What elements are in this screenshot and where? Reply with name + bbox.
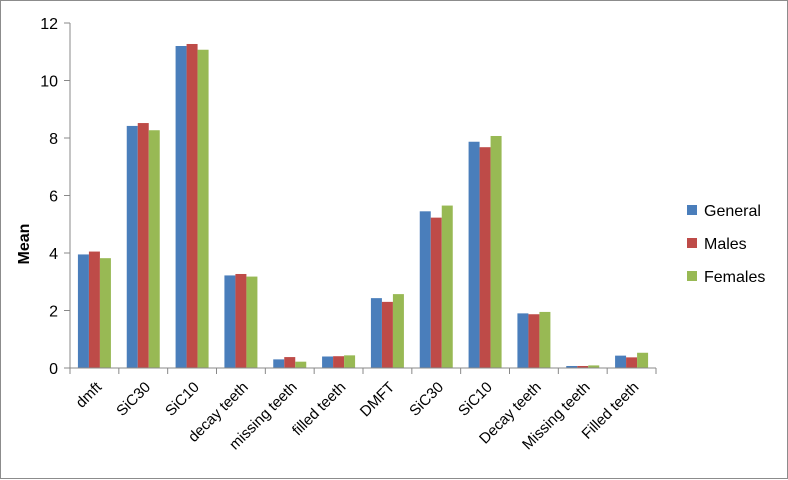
legend-label-general: General [704,203,761,220]
y-tick-label: 8 [49,131,58,148]
bar-males-3 [235,273,247,368]
bar-females-6 [392,294,404,368]
bar-males-10 [577,365,589,368]
y-tick-label: 12 [40,16,58,33]
bar-males-0 [88,251,100,368]
bar-females-7 [441,205,453,368]
bar-males-6 [381,301,393,368]
bar-females-2 [197,49,209,369]
bar-males-1 [137,123,149,368]
x-tick-label: SiC30 [406,379,447,420]
bar-general-3 [224,275,236,368]
legend: General Males Females [687,203,765,286]
bars [77,43,649,369]
bar-general-4 [273,359,285,368]
bar-females-0 [99,258,111,368]
x-tick-label: SiC30 [113,379,154,420]
y-tick-label: 10 [40,74,58,91]
y-tick-label: 6 [49,189,58,206]
bar-males-4 [284,357,296,368]
bar-general-5 [322,356,334,368]
x-tick-label: filled teeth [289,379,349,439]
bar-males-5 [333,356,345,368]
bar-general-0 [77,254,89,368]
y-tick-label: 4 [49,246,58,263]
bar-general-9 [517,313,529,368]
y-tick-label: 0 [49,361,58,378]
bar-females-1 [148,130,160,368]
bar-females-10 [588,365,600,368]
x-tick-label: dmft [73,378,106,411]
y-tick-label: 2 [49,304,58,321]
bar-females-11 [637,352,649,368]
bar-general-11 [615,355,627,368]
bar-females-4 [295,361,307,368]
bar-females-5 [344,355,356,368]
bar-males-9 [528,314,540,368]
bar-males-8 [479,147,491,368]
bar-males-7 [430,217,442,368]
bar-females-9 [539,311,551,368]
x-tick-label: SiC10 [162,379,203,420]
y-axis-title: Mean [16,224,33,265]
bar-general-8 [468,141,480,368]
bar-general-10 [566,365,578,368]
bar-general-1 [126,125,138,368]
bar-general-2 [175,46,187,368]
legend-label-males: Males [704,236,747,253]
x-tick-label: DMFT [357,379,398,420]
bar-males-2 [186,43,198,369]
x-tick-label: SiC10 [455,379,496,420]
legend-swatch-females [687,271,697,281]
bar-general-7 [419,211,431,368]
y-axis: 0 2 4 6 8 10 12 [40,16,71,378]
bar-males-11 [626,357,638,368]
bar-females-3 [246,276,258,368]
legend-swatch-males [687,238,697,248]
bar-females-8 [490,135,502,368]
legend-label-females: Females [704,269,765,286]
bar-general-6 [370,298,382,368]
legend-swatch-general [687,205,697,215]
